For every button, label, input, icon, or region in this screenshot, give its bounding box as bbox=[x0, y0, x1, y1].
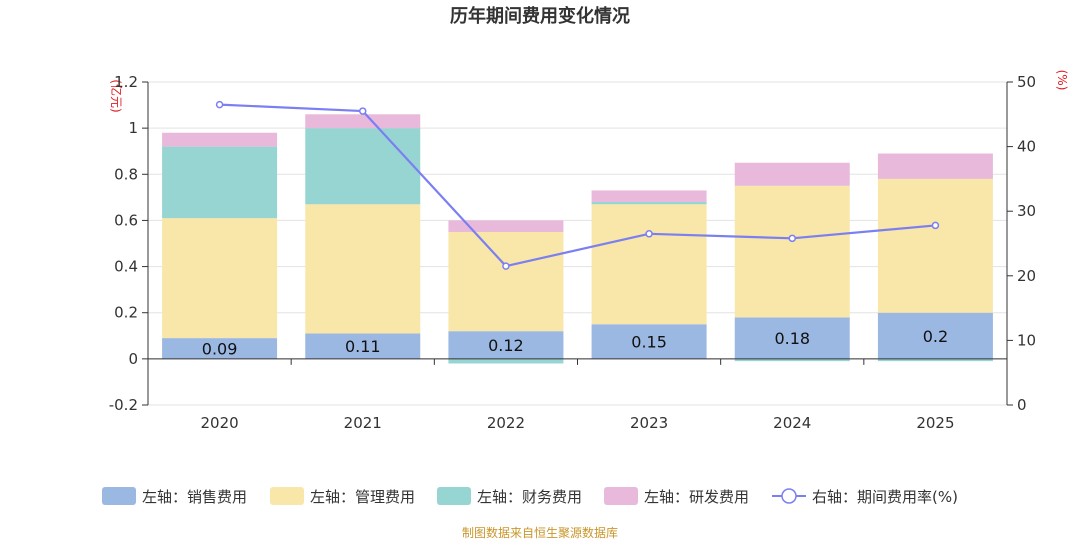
bar-segment bbox=[448, 231, 564, 332]
x-axis-tick-label: 2022 bbox=[487, 414, 525, 432]
data-label: 0.09 bbox=[202, 339, 238, 358]
bar-segment bbox=[877, 358, 993, 362]
data-label: 0.18 bbox=[774, 329, 810, 348]
legend-label: 左轴：管理费用 bbox=[310, 488, 415, 506]
rate-point bbox=[359, 107, 367, 115]
bar-segment bbox=[448, 220, 564, 232]
axes: 1.2 1 0.8 0.6 0.4 0.2 0 -0.2 50 40 30 20 10 0 2020 2021… bbox=[109, 73, 1036, 432]
rate-point bbox=[931, 221, 940, 230]
legend-swatch bbox=[102, 487, 136, 505]
bar-segment bbox=[448, 358, 564, 364]
right-axis-unit: (%) bbox=[1055, 70, 1069, 91]
data-label: 0.12 bbox=[488, 336, 524, 355]
right-axis-tick-label: 10 bbox=[1017, 331, 1036, 349]
right-axis-tick-label: 20 bbox=[1017, 267, 1036, 285]
legend-label: 左轴：财务费用 bbox=[477, 488, 582, 506]
bar-segment bbox=[448, 331, 564, 359]
rate-line bbox=[215, 100, 940, 270]
legend-label: 左轴：销售费用 bbox=[142, 488, 247, 506]
bar-segment bbox=[734, 162, 850, 186]
legend-swatch bbox=[270, 487, 304, 505]
x-axis-tick-label: 2025 bbox=[916, 414, 954, 432]
data-label: 0.2 bbox=[923, 327, 948, 346]
left-axis-tick-label: -0.2 bbox=[109, 396, 138, 414]
right-axis-tick-label: 0 bbox=[1017, 396, 1027, 414]
right-axis-tick-label: 40 bbox=[1017, 138, 1036, 156]
left-axis-tick-label: 0.8 bbox=[114, 165, 138, 183]
bars bbox=[162, 114, 993, 364]
left-axis-tick-label: 0.2 bbox=[114, 304, 138, 322]
bar-segment bbox=[877, 178, 993, 313]
bar-segment bbox=[877, 312, 993, 359]
left-axis-tick-label: 0.4 bbox=[114, 258, 138, 276]
legend-swatch-marker bbox=[781, 488, 797, 504]
chart-title: 历年期间费用变化情况 bbox=[450, 5, 630, 27]
data-labels: 0.09 0.11 0.12 0.15 0.18 0.2 bbox=[202, 327, 948, 359]
bar-segment bbox=[877, 153, 993, 179]
bar-segment bbox=[734, 317, 850, 359]
bar-segment bbox=[305, 128, 421, 205]
rate-point bbox=[645, 230, 653, 238]
left-axis-tick-label: 1 bbox=[128, 119, 138, 137]
bar-segment bbox=[162, 338, 278, 359]
bar-segment bbox=[305, 114, 421, 129]
legend: 左轴：销售费用 左轴：管理费用 左轴：财务费用 左轴：研发费用 右轴：期间费用率(%) bbox=[102, 487, 958, 506]
bar-segment bbox=[734, 185, 850, 318]
bar-segment bbox=[305, 333, 421, 359]
bar-segment bbox=[162, 218, 278, 339]
x-axis-tick-label: 2020 bbox=[200, 414, 238, 432]
left-axis-tick-label: 0 bbox=[128, 350, 138, 368]
x-axis-tick-label: 2024 bbox=[773, 414, 811, 432]
bar-segment bbox=[591, 190, 707, 202]
rate-point bbox=[788, 234, 796, 243]
x-axis-tick-label: 2021 bbox=[344, 414, 382, 432]
bar-segment bbox=[734, 358, 850, 362]
left-axis-unit: (亿元) bbox=[109, 79, 124, 112]
rate-point bbox=[502, 262, 510, 270]
bar-segment bbox=[162, 146, 278, 219]
right-axis-tick-label: 30 bbox=[1017, 202, 1036, 220]
legend-label: 右轴：期间费用率(%) bbox=[812, 488, 958, 506]
x-axis-tick-label: 2023 bbox=[630, 414, 668, 432]
rate-line-path bbox=[219, 103, 936, 268]
right-axis-tick-label: 50 bbox=[1017, 73, 1036, 91]
bar-segment bbox=[305, 204, 421, 334]
data-label: 0.15 bbox=[631, 333, 667, 352]
rate-point bbox=[215, 100, 224, 109]
legend-swatch bbox=[604, 487, 638, 505]
left-axis-tick-label: 0.6 bbox=[114, 211, 138, 229]
legend-label: 左轴：研发费用 bbox=[644, 488, 749, 506]
bar-segment bbox=[591, 204, 707, 325]
legend-swatch bbox=[437, 487, 471, 505]
data-label: 0.11 bbox=[345, 337, 381, 356]
source-note: 制图数据来自恒生聚源数据库 bbox=[462, 525, 618, 540]
bar-segment bbox=[162, 132, 278, 147]
left-axis-tick-label: 1.2 bbox=[114, 73, 138, 91]
bar-segment bbox=[591, 324, 707, 359]
bar-segment bbox=[591, 201, 707, 205]
